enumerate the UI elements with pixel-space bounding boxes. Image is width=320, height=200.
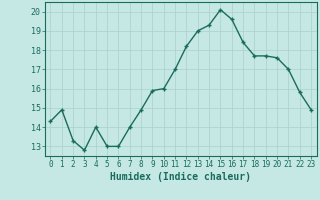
X-axis label: Humidex (Indice chaleur): Humidex (Indice chaleur) (110, 172, 251, 182)
